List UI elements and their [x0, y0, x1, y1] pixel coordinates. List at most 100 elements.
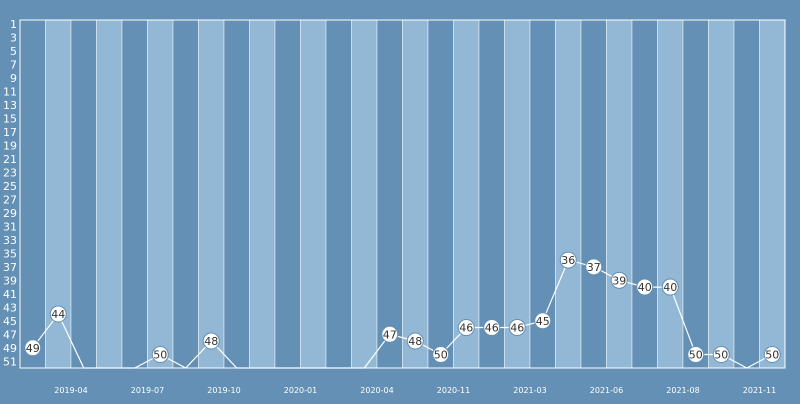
data-label: 46	[459, 322, 473, 335]
y-tick-label: 25	[3, 180, 17, 193]
x-tick-label: 2019-07	[131, 386, 164, 395]
band	[606, 19, 633, 369]
band	[351, 19, 378, 369]
band	[121, 19, 148, 369]
y-tick-label: 3	[10, 31, 17, 44]
y-tick-label: 41	[3, 288, 17, 301]
data-point	[381, 325, 399, 343]
x-tick-label: 2021-03	[513, 386, 546, 395]
y-tick-label: 15	[3, 112, 17, 125]
data-point	[661, 278, 679, 296]
data-point	[508, 319, 526, 337]
data-point	[24, 339, 42, 357]
y-tick-label: 31	[3, 220, 17, 233]
data-label: 50	[765, 349, 779, 362]
x-tick-label: 2019-04	[54, 386, 87, 395]
data-label: 50	[153, 349, 167, 362]
data-point	[151, 346, 169, 364]
x-tick-label: 2020-01	[284, 386, 317, 395]
band	[249, 19, 276, 369]
data-label: 45	[536, 315, 550, 328]
data-point	[483, 319, 501, 337]
y-tick-label: 37	[3, 261, 17, 274]
bands	[19, 19, 786, 369]
data-label: 46	[485, 322, 499, 335]
y-tick-label: 1	[10, 18, 17, 31]
data-point	[432, 346, 450, 364]
y-tick-label: 7	[10, 58, 17, 71]
x-axis: 2019-04 2019-07 2019-10 2020-01 2020-04 2020-…	[54, 386, 776, 395]
y-tick-label: 45	[3, 315, 17, 328]
y-tick-label: 47	[3, 328, 17, 341]
y-tick-label: 19	[3, 139, 17, 152]
band	[733, 19, 760, 369]
band	[376, 19, 403, 369]
data-label: 48	[408, 335, 422, 348]
band	[682, 19, 709, 369]
y-tick-label: 9	[10, 72, 17, 85]
plot-border	[19, 19, 786, 369]
y-tick-label: 39	[3, 274, 17, 287]
y-tick-label: 33	[3, 234, 17, 247]
data-label: 40	[638, 281, 652, 294]
x-tick-label: 2020-04	[360, 386, 393, 395]
data-label: 50	[714, 349, 728, 362]
band	[223, 19, 250, 369]
data-point	[49, 305, 67, 323]
data-point	[610, 271, 628, 289]
data-point	[457, 319, 475, 337]
band	[504, 19, 531, 369]
data-label: 36	[561, 254, 575, 267]
points: 49 44 50 48 47 48 50 46 46 46 45 36 37 39 40 40 50 50 50	[24, 251, 781, 364]
y-tick-label: 51	[3, 355, 17, 368]
band	[657, 19, 684, 369]
band	[402, 19, 429, 369]
y-tick-label: 11	[3, 85, 17, 98]
band	[580, 19, 607, 369]
data-label: 39	[612, 274, 626, 287]
data-label: 50	[689, 349, 703, 362]
band	[708, 19, 735, 369]
y-tick-label: 27	[3, 193, 17, 206]
data-label: 50	[434, 349, 448, 362]
data-label: 47	[383, 328, 397, 341]
band	[453, 19, 480, 369]
data-point	[534, 312, 552, 330]
band	[759, 19, 786, 369]
data-point	[406, 332, 424, 350]
data-label: 37	[587, 261, 601, 274]
data-point	[687, 346, 705, 364]
band	[478, 19, 505, 369]
y-tick-label: 49	[3, 342, 17, 355]
band	[172, 19, 199, 369]
data-label: 46	[510, 322, 524, 335]
band	[631, 19, 658, 369]
y-tick-label: 23	[3, 166, 17, 179]
band	[555, 19, 582, 369]
x-tick-label: 2021-08	[666, 386, 699, 395]
data-label: 44	[51, 308, 65, 321]
band	[427, 19, 454, 369]
band	[325, 19, 352, 369]
y-tick-label: 29	[3, 207, 17, 220]
band	[198, 19, 225, 369]
band	[147, 19, 174, 369]
data-point	[585, 258, 603, 276]
y-tick-label: 21	[3, 153, 17, 166]
x-tick-label: 2021-06	[590, 386, 623, 395]
data-label: 49	[26, 342, 40, 355]
band	[70, 19, 97, 369]
data-point	[559, 251, 577, 269]
y-tick-label: 35	[3, 247, 17, 260]
data-label: 48	[204, 335, 218, 348]
band	[274, 19, 301, 369]
y-axis: 1357911131517192123252729313335373941434…	[3, 18, 17, 368]
y-tick-label: 13	[3, 99, 17, 112]
data-point	[202, 332, 220, 350]
x-tick-label: 2020-11	[437, 386, 470, 395]
data-point	[763, 346, 781, 364]
band	[300, 19, 327, 369]
data-point	[636, 278, 654, 296]
